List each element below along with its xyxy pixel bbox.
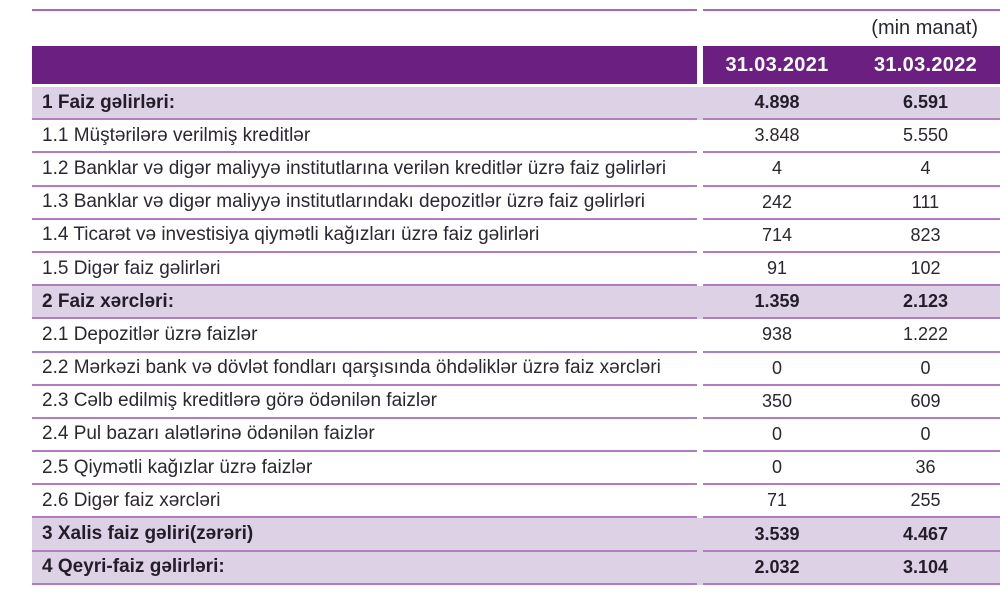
- table-row: 1.5 Digər faiz gəlirləri 91 102: [32, 253, 1000, 287]
- row-value-2021: 91: [703, 253, 851, 287]
- table-row: 1 Faiz gəlirləri: 4.898 6.591: [32, 87, 1000, 121]
- table-row: 1.2 Banklar və digər maliyyə institutlar…: [32, 153, 1000, 187]
- row-value-2022: 111: [851, 187, 1000, 220]
- row-value-2021: 4.898: [703, 87, 851, 121]
- row-value-2021: 3.848: [703, 120, 851, 154]
- row-value-2022: 5.550: [851, 120, 1000, 154]
- row-value-2021: 0: [703, 452, 851, 486]
- table-row: 2.1 Depozitlər üzrə faizlər 938 1.222: [32, 319, 1000, 353]
- row-value-2022: 0: [851, 419, 1000, 453]
- row-label: 1.2 Banklar və digər maliyyə institutlar…: [32, 153, 697, 187]
- row-value-2022: 609: [851, 386, 1000, 419]
- row-label: 3 Xalis faiz gəliri(zərəri): [32, 518, 697, 552]
- top-divider-left-segment: [32, 9, 697, 11]
- row-label: 1.5 Digər faiz gəlirləri: [32, 253, 697, 287]
- table-row: 2.6 Digər faiz xərcləri 71 255: [32, 485, 1000, 519]
- header-label-spacer: [32, 46, 697, 84]
- top-divider-right-segment: [703, 9, 1000, 11]
- row-value-2021: 350: [703, 386, 851, 419]
- financial-table: 31.03.2021 31.03.2022 1 Faiz gəlirləri: …: [32, 46, 1000, 585]
- table-row: 2.4 Pul bazarı alətlərinə ödənilən faizl…: [32, 419, 1000, 453]
- row-label: 2.5 Qiymətli kağızlar üzrə faizlər: [32, 452, 697, 486]
- row-column-gap: [697, 551, 703, 585]
- row-value-2022: 1.222: [851, 319, 1000, 353]
- table-row: 2.3 Cəlb edilmiş kreditlərə görə ödənilə…: [32, 386, 1000, 419]
- row-value-2022: 102: [851, 253, 1000, 287]
- row-label: 1.1 Müştərilərə verilmiş kreditlər: [32, 120, 697, 154]
- row-label: 2.2 Mərkəzi bank və dövlət fondları qarş…: [32, 353, 697, 386]
- row-value-2022: 3.104: [851, 551, 1000, 585]
- table-row: 2.5 Qiymətli kağızlar üzrə faizlər 0 36: [32, 452, 1000, 486]
- row-value-2022: 255: [851, 485, 1000, 519]
- row-label: 2.1 Depozitlər üzrə faizlər: [32, 319, 697, 353]
- row-value-2021: 0: [703, 353, 851, 386]
- table-row: 4 Qeyri-faiz gəlirləri: 2.032 3.104: [32, 551, 1000, 585]
- row-column-gap: [697, 87, 703, 121]
- row-label: 1 Faiz gəlirləri:: [32, 87, 697, 121]
- row-value-2021: 3.539: [703, 518, 851, 552]
- row-value-2022: 823: [851, 220, 1000, 253]
- row-value-2022: 4: [851, 153, 1000, 187]
- row-value-2021: 938: [703, 319, 851, 353]
- row-label: 2.6 Digər faiz xərcləri: [32, 485, 697, 519]
- table-row: 1.3 Banklar və digər maliyyə institutlar…: [32, 187, 1000, 220]
- row-value-2021: 4: [703, 153, 851, 187]
- row-label: 2 Faiz xərcləri:: [32, 286, 697, 320]
- table-row: 1.4 Ticarət və investisiya qiymətli kağı…: [32, 220, 1000, 253]
- row-column-gap: [697, 286, 703, 320]
- row-label: 2.4 Pul bazarı alətlərinə ödənilən faizl…: [32, 419, 697, 453]
- row-label: 4 Qeyri-faiz gəlirləri:: [32, 551, 697, 585]
- table-row: 2.2 Mərkəzi bank və dövlət fondları qarş…: [32, 353, 1000, 386]
- row-value-2021: 0: [703, 419, 851, 453]
- row-value-2021: 1.359: [703, 286, 851, 320]
- row-label: 1.4 Ticarət və investisiya qiymətli kağı…: [32, 220, 697, 253]
- row-value-2021: 2.032: [703, 551, 851, 585]
- table-row: 3 Xalis faiz gəliri(zərəri) 3.539 4.467: [32, 518, 1000, 552]
- row-value-2021: 242: [703, 187, 851, 220]
- table-row: 1.1 Müştərilərə verilmiş kreditlər 3.848…: [32, 120, 1000, 154]
- row-value-2022: 36: [851, 452, 1000, 486]
- table-body: 1 Faiz gəlirləri: 4.898 6.591 1.1 Müştər…: [32, 87, 1000, 585]
- units-label: (min manat): [871, 17, 978, 39]
- table-row: 2 Faiz xərcləri: 1.359 2.123: [32, 286, 1000, 320]
- row-value-2021: 71: [703, 485, 851, 519]
- col-header-2022: 31.03.2022: [851, 46, 1000, 84]
- row-label: 1.3 Banklar və digər maliyyə institutlar…: [32, 187, 697, 220]
- top-divider: [32, 9, 1000, 11]
- row-value-2022: 6.591: [851, 87, 1000, 121]
- row-value-2022: 2.123: [851, 286, 1000, 320]
- row-value-2022: 4.467: [851, 518, 1000, 552]
- col-header-2021: 31.03.2021: [703, 46, 851, 84]
- row-label: 2.3 Cəlb edilmiş kreditlərə görə ödənilə…: [32, 386, 697, 419]
- table-header-row: 31.03.2021 31.03.2022: [32, 46, 1000, 84]
- row-value-2021: 714: [703, 220, 851, 253]
- row-column-gap: [697, 518, 703, 552]
- row-value-2022: 0: [851, 353, 1000, 386]
